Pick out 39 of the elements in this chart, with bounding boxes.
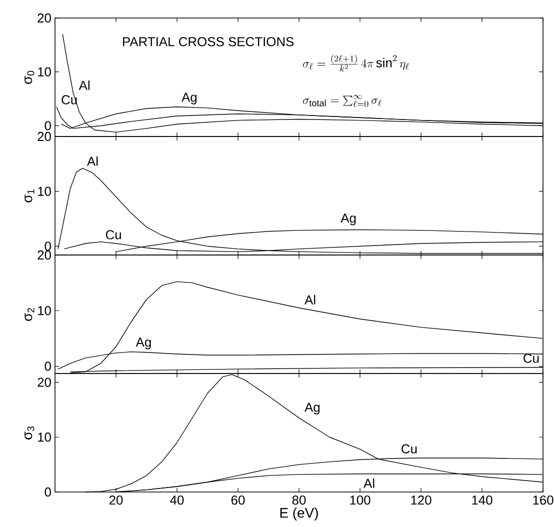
y-tick-label: 20 [38, 13, 51, 23]
y-tick-label: 0 [44, 487, 51, 497]
y-axis-title: σ$_{0}$ [24, 70, 34, 84]
series-label: Al [87, 156, 98, 166]
text: PARTIAL CROSS SECTIONS [123, 37, 294, 46]
series-label: Cu [402, 444, 417, 454]
y-tick-label: 0 [44, 121, 51, 130]
series-label: Al [304, 294, 316, 304]
series-label: Ag [340, 214, 356, 226]
x-tick-label: 140 [472, 496, 492, 505]
x-axis-title: E (eV) [280, 508, 318, 521]
series-label: Ag [182, 92, 197, 104]
y-tick-label: 0 [44, 362, 51, 371]
legend-label: Cu [524, 354, 539, 363]
x-tick-label: 80 [292, 496, 306, 505]
series-label: Al [78, 80, 90, 90]
y-tick-label: 10 [38, 306, 51, 316]
y-axis-title: σ$_{2}$ [24, 308, 34, 321]
x-tick-label: 120 [411, 496, 432, 505]
y-tick-label: 10 [38, 432, 51, 442]
y-tick-label: 20 [38, 250, 51, 260]
x-tick-label: 20 [109, 496, 123, 505]
y-tick-label: 20 [38, 132, 51, 142]
x-tick-label: 60 [231, 496, 245, 505]
y-tick-label: 10 [38, 67, 51, 76]
series-label: Ag [136, 338, 151, 350]
x-tick-label: 100 [350, 496, 370, 505]
x-tick-label: 40 [170, 496, 184, 505]
series-label: Cu [106, 230, 121, 240]
series-label: Ag [304, 402, 320, 414]
annotation: $\sigma_\ell=\frac{(2\ell+1)}{k^2}\,4\pi\sin^2\eta_\ell$ [302, 54, 409, 72]
legend-label: Al [364, 478, 374, 488]
y-tick-label: 10 [38, 186, 51, 196]
y-tick-label: 20 [38, 378, 51, 387]
x-tick-label: 160 [533, 496, 554, 505]
y-tick-label: 0 [44, 242, 51, 251]
y-axis-title: σ$_{3}$ [24, 426, 34, 440]
annotation: $\sigma_{\mathrm{total}}=\sum_{\ell=0}^{\infty}\sigma_\ell$ [302, 94, 382, 107]
y-axis-title: σ$_{1}$ [24, 189, 34, 202]
